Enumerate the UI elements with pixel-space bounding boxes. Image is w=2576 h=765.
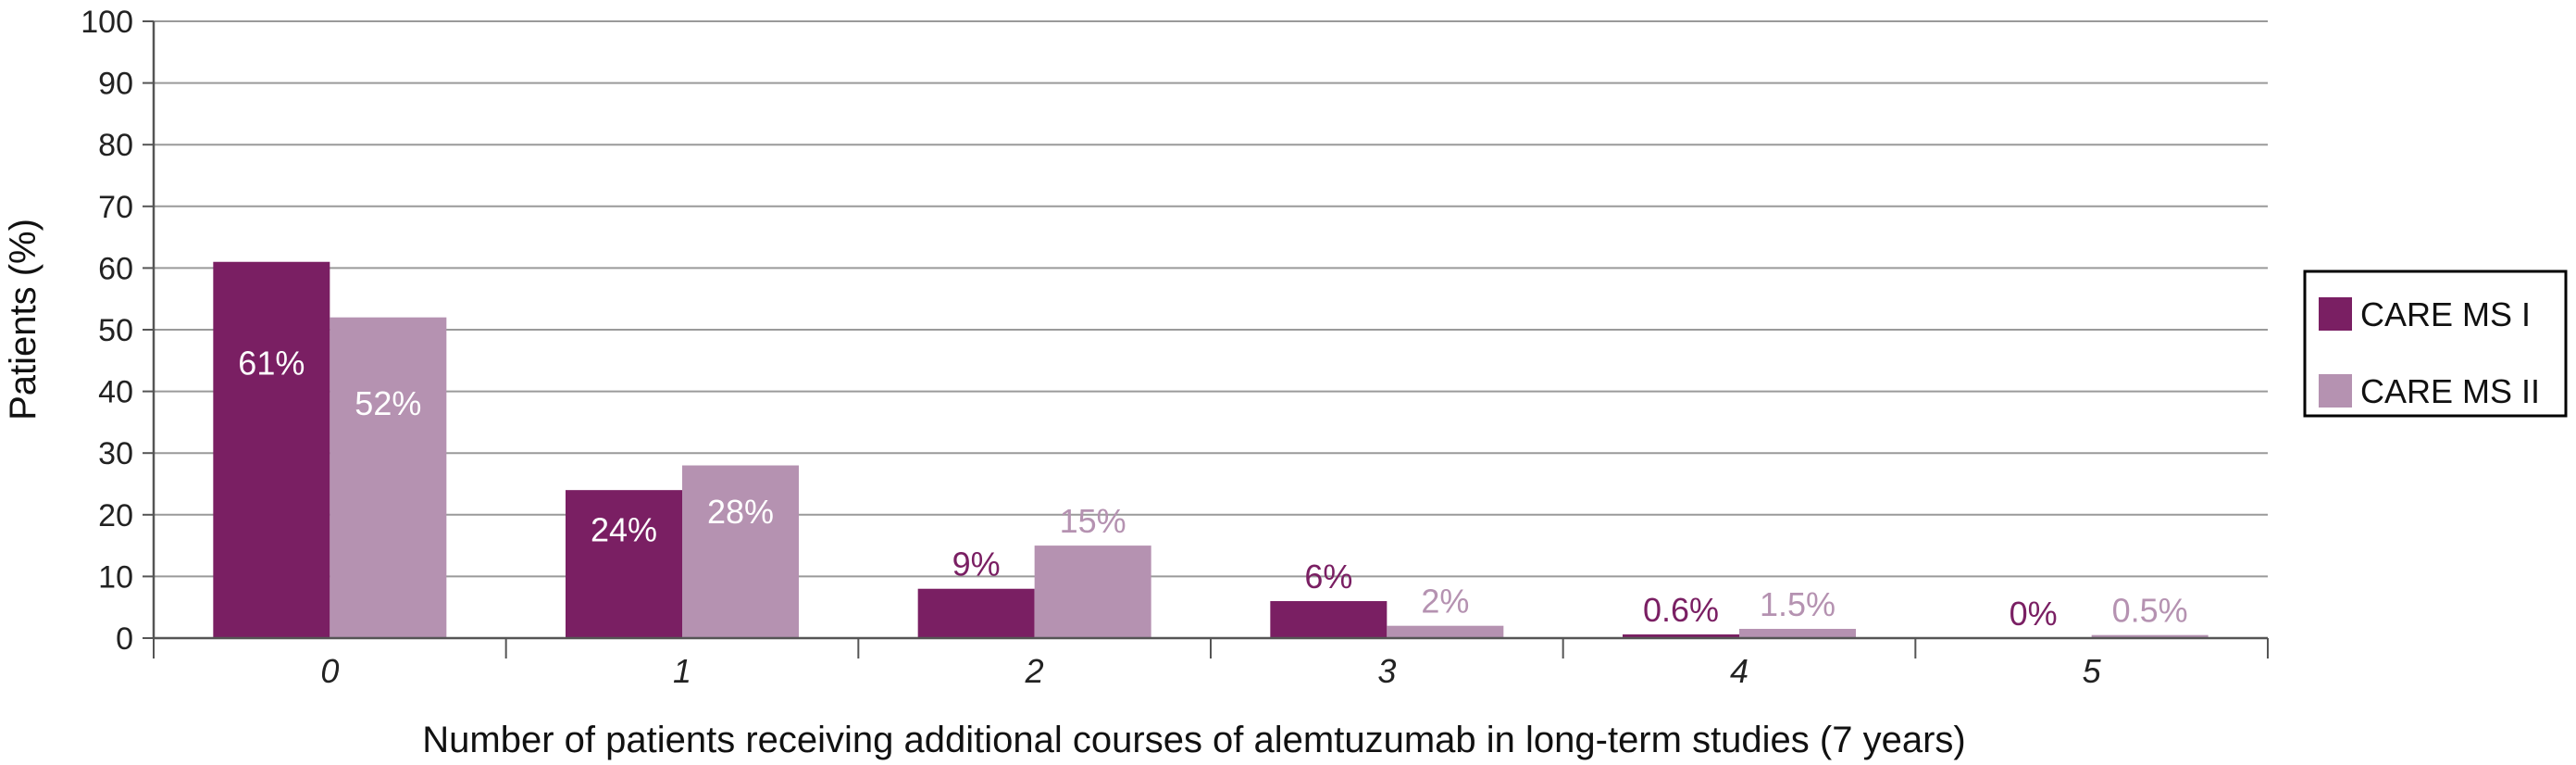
data-label: 24% <box>591 510 657 548</box>
data-label: 0.5% <box>2112 592 2188 630</box>
data-label: 6% <box>1304 558 1352 596</box>
y-tick-label: 10 <box>98 559 133 595</box>
data-label: 0% <box>2010 595 2058 633</box>
y-tick-label: 90 <box>98 67 133 102</box>
gridlines <box>154 20 2268 578</box>
legend-label-care-ms-1: CARE MS I <box>2360 295 2531 333</box>
y-tick-label: 50 <box>98 313 133 348</box>
data-label: 1.5% <box>1760 585 1836 623</box>
bar-care-ms-1-cat-2 <box>917 588 1035 638</box>
data-label: 9% <box>952 546 1001 583</box>
y-axis-title: Patients (%) <box>3 219 44 420</box>
x-tick-label: 0 <box>320 652 339 690</box>
data-label: 52% <box>355 384 421 422</box>
data-label: 61% <box>238 344 305 382</box>
y-tick-label: 100 <box>81 5 133 40</box>
bar-care-ms-1-cat-3 <box>1270 601 1388 638</box>
bar-care-ms-2-cat-3 <box>1387 625 1504 638</box>
y-tick-label: 80 <box>98 128 133 163</box>
y-tick-label: 70 <box>98 190 133 225</box>
x-tick-label: 4 <box>1730 652 1748 690</box>
x-tick-label: 3 <box>1377 652 1396 690</box>
y-tick-label: 20 <box>98 498 133 533</box>
y-tick-label: 30 <box>98 436 133 471</box>
bar-care-ms-2-cat-0 <box>330 317 447 638</box>
legend-label-care-ms-2: CARE MS II <box>2360 372 2540 410</box>
legend: CARE MS I CARE MS II <box>2303 270 2568 418</box>
bar-care-ms-1-cat-0 <box>213 261 330 638</box>
bar-care-ms-2-cat-1 <box>682 465 799 638</box>
data-label: 15% <box>1060 502 1126 540</box>
bar-care-ms-2-cat-4 <box>1739 629 1856 638</box>
legend-swatch-care-ms-2 <box>2319 374 2352 408</box>
x-axis-title: Number of patients receiving additional … <box>422 720 1965 760</box>
legend-swatch-care-ms-1 <box>2319 297 2352 331</box>
bar-care-ms-1-cat-1 <box>566 490 682 638</box>
bar-care-ms-1-cat-4 <box>1623 634 1739 638</box>
data-label: 28% <box>707 493 774 531</box>
bars <box>213 261 2209 638</box>
x-tick-label: 2 <box>1025 652 1044 690</box>
data-labels: 61% 52% 24% 28% 9% 15% 6% 2% 0.6% 1.5% 0% 0.5% <box>238 344 2187 633</box>
y-tick-label: 0 <box>116 621 133 657</box>
y-tick-label: 60 <box>98 251 133 286</box>
bar-care-ms-2-cat-5 <box>2091 634 2209 638</box>
x-tick-label: 5 <box>2083 652 2102 690</box>
y-axis-ticks: 0 10 20 30 40 50 60 70 80 90 100 <box>81 5 154 657</box>
x-axis-ticks: 0 1 2 3 4 5 <box>153 638 2269 690</box>
data-label: 2% <box>1421 583 1469 621</box>
x-tick-label: 1 <box>673 652 691 690</box>
bar-care-ms-2-cat-2 <box>1034 546 1151 638</box>
y-tick-label: 40 <box>98 375 133 410</box>
data-label: 0.6% <box>1643 591 1719 629</box>
